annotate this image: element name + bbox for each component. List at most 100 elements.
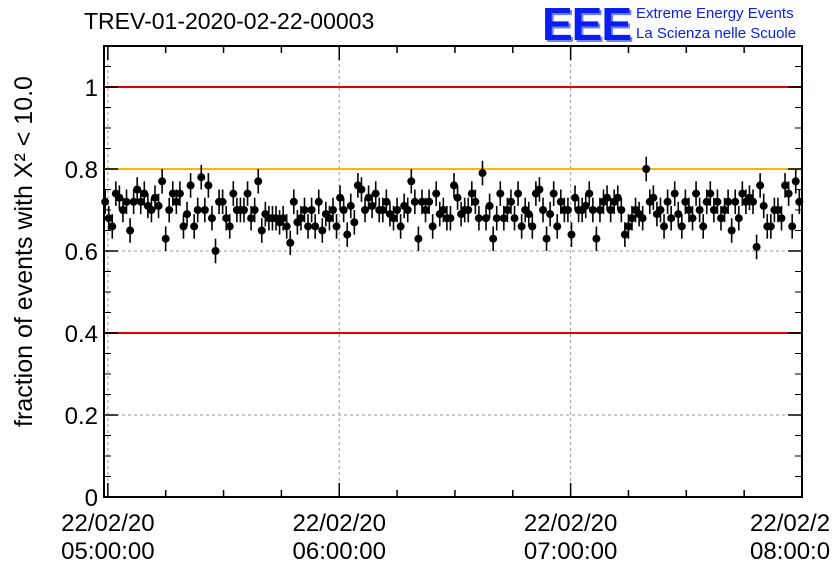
data-point [357, 185, 366, 194]
data-point [546, 210, 555, 219]
data-point [727, 226, 736, 235]
data-point [556, 197, 565, 206]
data-point [417, 197, 426, 206]
data-point [756, 181, 765, 190]
x-tick-label-time: 06:00:00 [293, 538, 386, 565]
data-point [709, 206, 718, 214]
plot-frame [103, 45, 803, 498]
data-point [585, 189, 594, 198]
data-point [670, 189, 679, 198]
data-point [734, 214, 743, 223]
y-axis-label: fraction of events with X² < 10.0 [10, 76, 38, 427]
data-point [332, 222, 341, 231]
data-point [627, 214, 636, 223]
data-point [642, 165, 651, 173]
data-point [222, 214, 231, 223]
data-point [681, 197, 690, 206]
data-point [328, 206, 337, 214]
data-point [752, 242, 761, 251]
data-point [649, 193, 658, 202]
data-point [450, 181, 459, 190]
data-point [108, 222, 117, 231]
data-point [314, 197, 323, 206]
data-point [396, 222, 405, 231]
data-point [464, 206, 473, 214]
data-point [738, 189, 747, 198]
data-point [204, 181, 213, 190]
data-point [496, 189, 505, 198]
x-tick-label-date: 22/02/20 [61, 510, 154, 537]
y-tick-label: 0.8 [65, 157, 98, 184]
data-point [581, 201, 590, 210]
y-tick-label: 0.2 [65, 403, 98, 430]
data-point [482, 214, 491, 223]
data-point [695, 206, 704, 214]
x-tick-label-time: 07:00:00 [524, 538, 617, 565]
data-point [506, 197, 515, 206]
data-point [660, 222, 669, 231]
data-point [389, 214, 398, 223]
x-tick-label-date: 22/02/20 [293, 510, 386, 537]
data-point [713, 197, 722, 206]
data-point [439, 206, 448, 214]
data-point [421, 206, 430, 214]
data-point [535, 185, 544, 194]
logo-text-line1: Extreme Energy Events [636, 5, 794, 22]
data-point [471, 197, 480, 206]
data-point [716, 214, 725, 223]
data-point [667, 214, 676, 223]
data-point [382, 197, 391, 206]
data-point [692, 189, 701, 198]
data-point [175, 189, 184, 198]
data-point [688, 214, 697, 223]
data-point [104, 214, 113, 223]
data-point [699, 222, 708, 231]
data-point [492, 214, 501, 223]
data-point [350, 218, 359, 227]
data-point [749, 197, 758, 206]
data-point [136, 197, 145, 206]
data-point [588, 206, 597, 214]
data-point [549, 189, 558, 198]
data-point [211, 247, 220, 255]
x-tick-label-date: 22/02/20 [524, 510, 617, 537]
data-point [300, 206, 309, 214]
data-point [503, 206, 512, 214]
eee-logo: EEE Extreme Energy Events La Scienza nel… [542, 1, 836, 47]
data-point [528, 222, 537, 231]
data-point [364, 193, 373, 202]
data-point [766, 222, 775, 231]
chart-title: TREV-01-2020-02-22-00003 [84, 8, 375, 34]
data-point [478, 169, 487, 178]
data-point [286, 238, 295, 247]
data-point [279, 214, 288, 223]
data-point [595, 206, 604, 214]
x-tick-label-time: 05:00:00 [61, 538, 154, 565]
x-tick-label-date: 22/02/2 [750, 510, 830, 537]
data-point [311, 222, 320, 231]
data-point [603, 193, 612, 202]
data-point [371, 189, 380, 198]
data-point [781, 181, 790, 190]
data-point [674, 210, 683, 219]
data-point [499, 214, 508, 223]
data-point [154, 201, 163, 210]
data-point [567, 230, 576, 239]
data-point [218, 197, 227, 206]
data-point [467, 189, 476, 198]
data-point [677, 222, 686, 231]
data-point [510, 214, 519, 223]
data-point [788, 222, 797, 231]
y-tick-label: 0 [85, 485, 98, 512]
data-point [414, 234, 423, 243]
data-point [118, 206, 127, 214]
data-point [428, 222, 437, 231]
data-point [115, 193, 124, 202]
data-point [773, 206, 782, 214]
data-point [378, 206, 387, 214]
data-point [339, 206, 348, 214]
data-point [197, 173, 206, 182]
data-point [225, 222, 234, 231]
data-point [624, 222, 633, 231]
data-point [183, 210, 192, 219]
